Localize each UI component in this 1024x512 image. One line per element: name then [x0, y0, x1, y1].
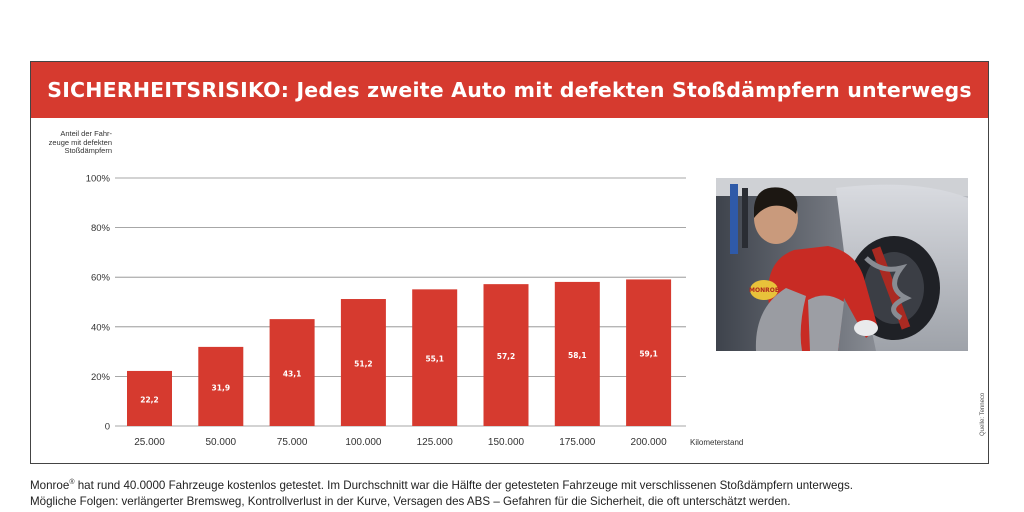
x-tick-label: 125.000	[417, 437, 454, 448]
banner-title: SICHERHEITSRISIKO: Jedes zweite Auto mit…	[47, 78, 972, 102]
y-tick-label: 20%	[91, 372, 111, 383]
y-tick-label: 80%	[91, 223, 111, 234]
x-tick-label: 100.000	[345, 437, 382, 448]
footer-brand: Monroe	[30, 478, 70, 492]
x-tick-label: 25.000	[134, 437, 165, 448]
bar	[626, 279, 672, 426]
bar	[198, 346, 244, 426]
y-axis-label-line-2: zeuge mit defekten	[48, 137, 112, 147]
badge-text: MONROE	[749, 287, 779, 294]
mechanic-photo-illustration: MONROE	[716, 178, 968, 351]
y-tick-label: 0	[105, 422, 110, 433]
y-tick-label: 100%	[86, 174, 111, 185]
bar-value-label: 55,1	[425, 355, 444, 364]
y-axis-label-line-3: Stoßdämpfern	[64, 146, 112, 155]
footer-line-2: Mögliche Folgen: verlängerter Bremsweg, …	[30, 494, 791, 508]
bar-value-label: 43,1	[283, 370, 302, 379]
bar	[127, 370, 172, 426]
monroe-badge	[750, 280, 778, 300]
source-credit: Quelle: Tenneco	[980, 392, 986, 436]
bar-value-label: 58,1	[568, 351, 587, 360]
footer-text: Monroe® hat rund 40.0000 Fahrzeuge koste…	[30, 475, 1010, 510]
bar	[269, 319, 315, 426]
bar-value-label: 57,2	[497, 352, 516, 361]
mechanic-photo: MONROE	[716, 178, 968, 351]
bar	[412, 289, 458, 426]
bar-value-label: 22,2	[140, 395, 159, 404]
bar-value-label: 59,1	[639, 350, 658, 359]
footer-line-1: Monroe® hat rund 40.0000 Fahrzeuge koste…	[30, 475, 1010, 494]
bar	[340, 299, 386, 426]
y-axis-label: Anteil der Fahr- zeuge mit defekten Stoß…	[38, 129, 112, 156]
x-tick-label: 175.000	[559, 437, 596, 448]
bar-value-label: 51,2	[354, 360, 373, 369]
title-banner: SICHERHEITSRISIKO: Jedes zweite Auto mit…	[31, 62, 988, 118]
y-tick-label: 40%	[91, 322, 111, 333]
x-tick-label: 200.000	[631, 437, 668, 448]
bar	[483, 284, 529, 426]
registered-mark: ®	[69, 479, 75, 486]
x-tick-label: 50.000	[206, 437, 237, 448]
y-tick-label: 60%	[91, 273, 111, 284]
bar-value-label: 31,9	[212, 383, 231, 392]
x-axis-label: Kilometerstand	[690, 438, 743, 447]
footer-line-1-text: hat rund 40.0000 Fahrzeuge kostenlos get…	[74, 478, 853, 492]
x-tick-label: 150.000	[488, 437, 525, 448]
y-axis-label-line-1: Anteil der Fahr-	[60, 129, 112, 138]
bar	[554, 281, 600, 426]
x-tick-label: 75.000	[277, 437, 308, 448]
